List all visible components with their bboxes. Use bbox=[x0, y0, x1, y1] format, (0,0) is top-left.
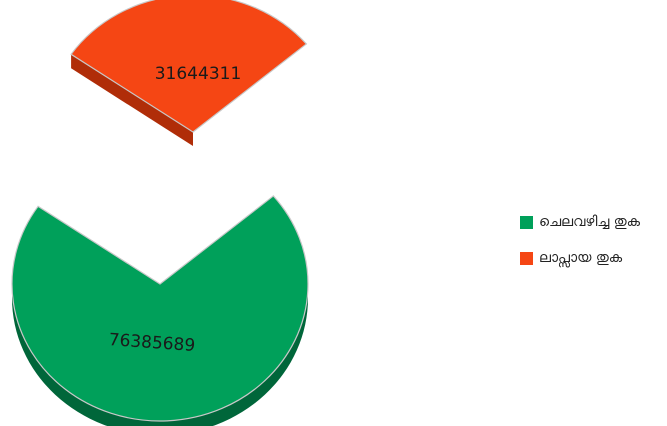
pie-slice-edge-lapsed bbox=[71, 54, 193, 146]
slice-value-label-lapsed: 31644311 bbox=[155, 64, 242, 84]
legend-label-lapsed: ലാപ്സായ തുക bbox=[539, 250, 623, 266]
legend-item-lapsed: ലാപ്സായ തുക bbox=[520, 248, 640, 268]
legend-item-spent: ചെലവഴിച്ച തുക bbox=[520, 212, 640, 232]
legend-swatch-spent bbox=[520, 215, 533, 229]
pie-slice-spent bbox=[11, 195, 309, 422]
pie-slice-lapsed bbox=[70, 0, 308, 133]
legend-swatch-lapsed bbox=[520, 251, 533, 265]
legend-label-spent: ചെലവഴിച്ച തുക bbox=[539, 214, 641, 230]
legend: ചെലവഴിച്ച തുക ലാപ്സായ തുക bbox=[520, 212, 640, 284]
